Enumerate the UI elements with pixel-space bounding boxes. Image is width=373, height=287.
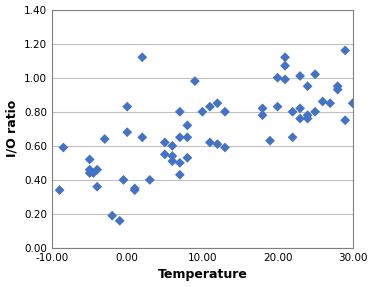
Point [289, 109, 295, 114]
Point [200, 109, 206, 114]
Point [109, 213, 115, 218]
Point [350, 101, 356, 106]
Point [214, 101, 220, 106]
Point [94, 185, 100, 189]
Point [214, 142, 220, 146]
Point [87, 167, 93, 172]
Y-axis label: I/O ratio: I/O ratio [6, 100, 19, 157]
Point [169, 154, 175, 158]
Point [60, 145, 66, 150]
Point [102, 137, 108, 141]
Point [297, 74, 303, 78]
Point [169, 144, 175, 148]
Point [139, 135, 145, 139]
Point [305, 116, 311, 121]
Point [335, 87, 341, 92]
Point [120, 178, 126, 182]
X-axis label: Temperature: Temperature [157, 268, 247, 282]
Point [184, 135, 190, 139]
Point [327, 101, 333, 106]
Point [90, 171, 96, 175]
Point [289, 135, 295, 139]
Point [312, 72, 318, 77]
Point [222, 145, 228, 150]
Point [117, 218, 123, 223]
Point [260, 113, 266, 117]
Point [342, 118, 348, 123]
Point [177, 160, 183, 165]
Point [177, 172, 183, 177]
Point [282, 55, 288, 59]
Point [132, 188, 138, 192]
Point [207, 140, 213, 145]
Point [162, 152, 168, 157]
Point [297, 106, 303, 111]
Point [267, 138, 273, 143]
Point [87, 157, 93, 162]
Point [94, 167, 100, 172]
Point [177, 109, 183, 114]
Point [297, 116, 303, 121]
Point [207, 104, 213, 109]
Point [57, 188, 63, 192]
Point [275, 104, 280, 109]
Point [282, 77, 288, 82]
Point [124, 104, 130, 109]
Point [147, 178, 153, 182]
Point [312, 109, 318, 114]
Point [305, 84, 311, 88]
Point [335, 84, 341, 88]
Point [260, 106, 266, 111]
Point [282, 63, 288, 68]
Point [275, 75, 280, 80]
Point [177, 135, 183, 139]
Point [87, 171, 93, 175]
Point [320, 99, 326, 104]
Point [169, 159, 175, 164]
Point [222, 109, 228, 114]
Point [192, 79, 198, 84]
Point [132, 186, 138, 191]
Point [184, 123, 190, 128]
Point [305, 113, 311, 117]
Point [162, 140, 168, 145]
Point [139, 55, 145, 59]
Point [342, 48, 348, 53]
Point [124, 130, 130, 135]
Point [184, 156, 190, 160]
